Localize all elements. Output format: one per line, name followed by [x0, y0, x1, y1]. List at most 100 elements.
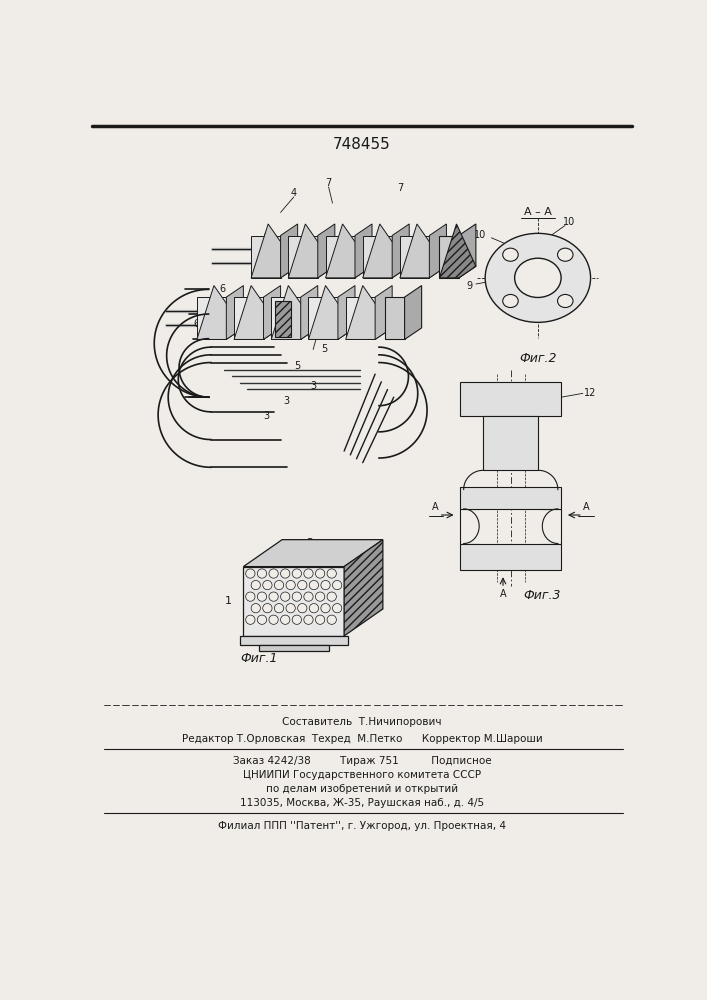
- Text: 12: 12: [585, 388, 597, 398]
- Text: Заказ 4242/38         Тираж 751          Подписное: Заказ 4242/38 Тираж 751 Подписное: [233, 756, 491, 766]
- Circle shape: [292, 569, 301, 578]
- Polygon shape: [363, 235, 392, 278]
- Polygon shape: [197, 297, 226, 339]
- Circle shape: [298, 580, 307, 590]
- Polygon shape: [271, 297, 300, 339]
- Polygon shape: [440, 224, 476, 278]
- Polygon shape: [325, 224, 372, 278]
- Text: Фиг.1: Фиг.1: [240, 652, 278, 666]
- Bar: [460, 382, 561, 416]
- Text: 3: 3: [283, 396, 289, 406]
- Circle shape: [246, 569, 255, 578]
- Polygon shape: [400, 235, 429, 278]
- Text: 1: 1: [224, 596, 231, 606]
- Circle shape: [263, 604, 272, 613]
- Text: Фиг.2: Фиг.2: [519, 352, 556, 365]
- Text: Фиг.3: Фиг.3: [523, 589, 561, 602]
- Circle shape: [251, 580, 260, 590]
- Polygon shape: [346, 297, 375, 339]
- Text: 8: 8: [314, 327, 320, 337]
- Polygon shape: [317, 224, 335, 278]
- Circle shape: [257, 569, 267, 578]
- Bar: [240, 636, 348, 645]
- Bar: [460, 544, 561, 570]
- Text: 4: 4: [208, 300, 214, 310]
- Text: 9: 9: [467, 281, 473, 291]
- Text: 4: 4: [264, 229, 269, 239]
- Polygon shape: [400, 224, 446, 278]
- Polygon shape: [251, 235, 281, 278]
- Circle shape: [286, 580, 296, 590]
- Polygon shape: [429, 224, 446, 278]
- Text: 2: 2: [305, 538, 312, 548]
- Circle shape: [281, 569, 290, 578]
- Circle shape: [309, 604, 319, 613]
- Polygon shape: [375, 286, 392, 339]
- Polygon shape: [288, 235, 317, 278]
- Bar: [460, 487, 561, 509]
- Circle shape: [257, 592, 267, 601]
- Circle shape: [298, 604, 307, 613]
- Circle shape: [257, 615, 267, 624]
- Polygon shape: [264, 286, 281, 339]
- Circle shape: [327, 615, 337, 624]
- Ellipse shape: [558, 248, 573, 261]
- Text: 6: 6: [194, 319, 200, 329]
- Text: Составитель  Т.Ничипорович: Составитель Т.Ничипорович: [282, 717, 442, 727]
- Ellipse shape: [485, 233, 590, 322]
- Circle shape: [251, 604, 260, 613]
- Circle shape: [321, 604, 330, 613]
- Circle shape: [309, 580, 319, 590]
- Circle shape: [304, 569, 313, 578]
- Text: А: А: [583, 502, 590, 512]
- Polygon shape: [392, 224, 409, 278]
- Text: А: А: [500, 589, 506, 599]
- Text: 10: 10: [563, 217, 575, 227]
- Circle shape: [281, 592, 290, 601]
- Text: 10: 10: [474, 231, 486, 240]
- Polygon shape: [325, 235, 355, 278]
- Polygon shape: [346, 286, 392, 339]
- Ellipse shape: [503, 248, 518, 261]
- Text: А: А: [432, 502, 439, 512]
- Polygon shape: [459, 224, 476, 278]
- Polygon shape: [300, 286, 317, 339]
- Ellipse shape: [515, 258, 561, 297]
- Circle shape: [292, 615, 301, 624]
- Polygon shape: [226, 286, 243, 339]
- Polygon shape: [308, 286, 355, 339]
- Text: по делам изобретений и открытий: по делам изобретений и открытий: [266, 784, 458, 794]
- Circle shape: [304, 592, 313, 601]
- Circle shape: [246, 615, 255, 624]
- Text: А – А: А – А: [524, 207, 551, 217]
- Bar: [259, 645, 329, 651]
- Text: 5: 5: [322, 344, 328, 354]
- Polygon shape: [385, 297, 404, 339]
- Circle shape: [269, 592, 279, 601]
- Circle shape: [269, 569, 279, 578]
- Polygon shape: [338, 286, 355, 339]
- Circle shape: [281, 615, 290, 624]
- Polygon shape: [404, 286, 421, 339]
- Polygon shape: [234, 286, 281, 339]
- Circle shape: [315, 592, 325, 601]
- Text: 3: 3: [264, 411, 269, 421]
- Circle shape: [315, 615, 325, 624]
- Text: ЦНИИПИ Государственного комитета СССР: ЦНИИПИ Государственного комитета СССР: [243, 770, 481, 780]
- Bar: [483, 416, 539, 470]
- Polygon shape: [271, 286, 317, 339]
- Text: 3: 3: [310, 381, 316, 391]
- Polygon shape: [288, 224, 335, 278]
- Text: 7: 7: [325, 178, 332, 188]
- Circle shape: [263, 580, 272, 590]
- Circle shape: [304, 615, 313, 624]
- Polygon shape: [275, 301, 291, 337]
- Polygon shape: [355, 224, 372, 278]
- Text: 7: 7: [397, 183, 404, 193]
- Circle shape: [321, 580, 330, 590]
- Bar: [243, 567, 344, 636]
- Circle shape: [286, 604, 296, 613]
- Text: 6: 6: [219, 284, 226, 294]
- Polygon shape: [440, 235, 459, 278]
- Circle shape: [327, 592, 337, 601]
